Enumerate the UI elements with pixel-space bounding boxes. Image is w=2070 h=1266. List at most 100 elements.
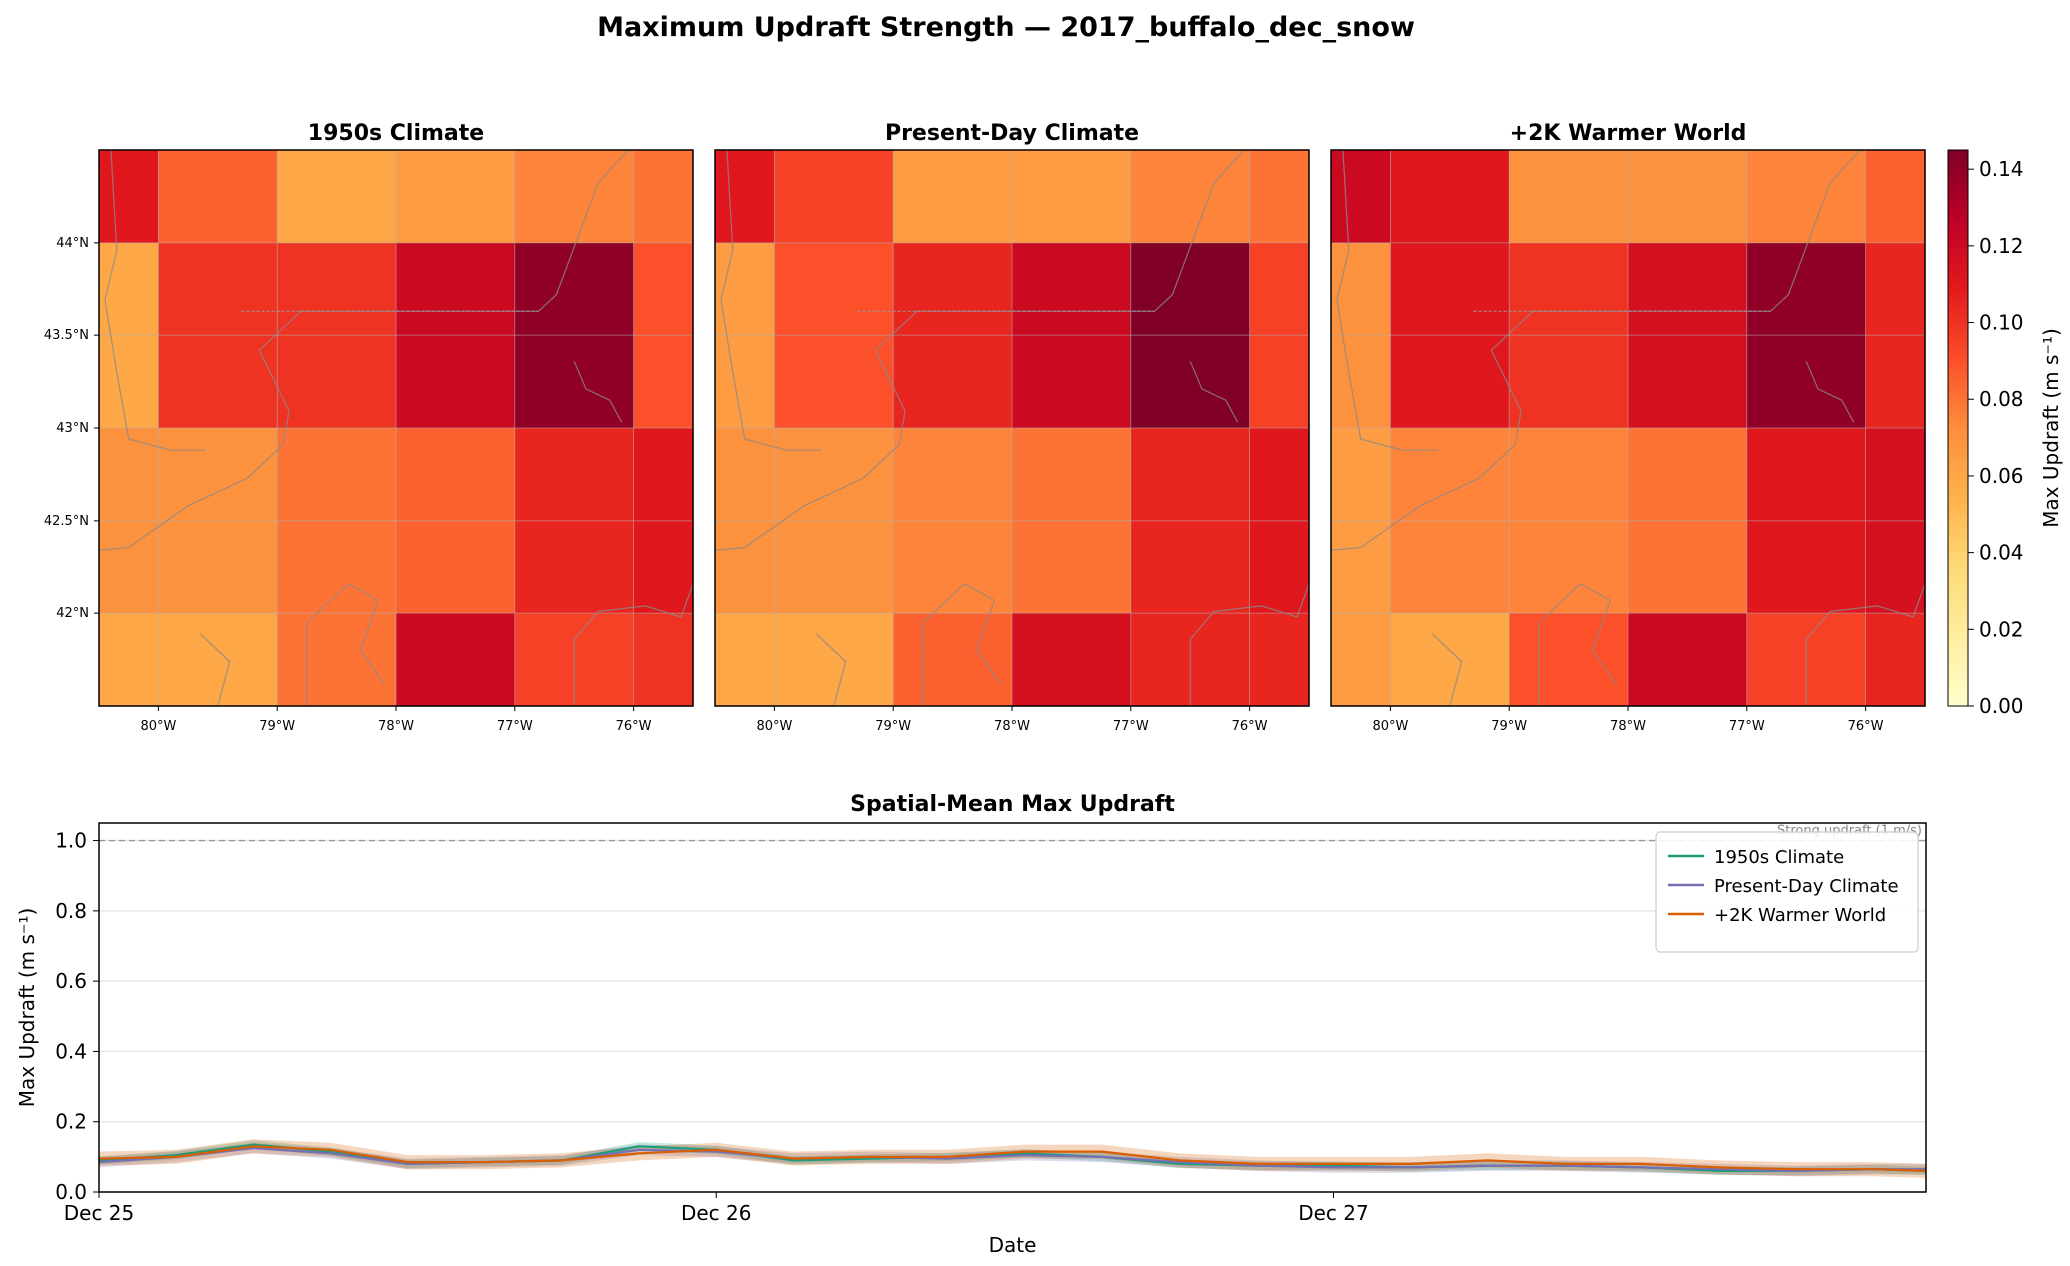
heatmap-cell	[1865, 150, 1926, 244]
heatmap-cell	[893, 150, 1013, 244]
x-tick-label: 80°W	[756, 719, 792, 734]
colorbar: 0.00 0.02 0.04 0.06 0.08 0.10 0.12 0.14 Max Updr…	[1947, 149, 2063, 718]
heatmap-cell	[774, 150, 894, 244]
map-panel-title: 1950s Climate	[308, 121, 484, 146]
y-tick-label: 42°N	[56, 606, 89, 621]
y-tick-label: 1.0	[55, 829, 87, 853]
colorbar-tick-label: 0.08	[1979, 387, 2024, 411]
x-tick-label: 76°W	[1232, 719, 1268, 734]
heatmap-cell	[774, 613, 894, 707]
colorbar-tick-label: 0.14	[1979, 157, 2024, 181]
legend-label: 1950s Climate	[1714, 847, 1844, 868]
river-line	[1431, 633, 1463, 707]
x-tick-label: 79°W	[875, 719, 911, 734]
y-tick-label: 0.8	[55, 899, 87, 923]
heatmap-cell	[1628, 242, 1748, 429]
y-axis-label: Max Updraft (m s⁻¹)	[15, 908, 39, 1108]
heatmap-cell	[1249, 242, 1310, 429]
heatmap-cell	[1249, 613, 1310, 707]
heatmap-cell	[633, 242, 694, 429]
x-tick-label: 78°W	[1610, 719, 1646, 734]
lake-shoreline	[1330, 149, 1861, 551]
x-tick-label: 76°W	[1848, 719, 1884, 734]
river-line	[199, 633, 231, 707]
y-tick-label: 42.5°N	[44, 514, 89, 529]
lake-shoreline	[714, 149, 1245, 551]
heatmap-cell	[396, 613, 516, 707]
y-tick-label: 0.2	[55, 1110, 87, 1134]
heatmap-cell	[514, 242, 635, 429]
map-panel: +2K Warmer World 80°W 79°W 78°W 77°W 76°W	[1330, 121, 1926, 734]
heatmap-cell	[715, 242, 775, 429]
river-line	[1805, 583, 1926, 706]
heatmap-cell	[514, 150, 635, 244]
heatmap-cell	[1130, 242, 1251, 429]
heatmap-cell	[1331, 242, 1391, 429]
colorbar-tick-label: 0.02	[1979, 617, 2024, 641]
lake-shoreline	[98, 149, 629, 551]
x-tick-label: 80°W	[1372, 719, 1408, 734]
legend-label: +2K Warmer World	[1714, 905, 1886, 926]
heatmap-cell	[715, 613, 775, 707]
heatmap-cell	[277, 242, 397, 429]
map-panel: Present-Day Climate 80°W 79°W 78°W 77°W 76°W	[714, 121, 1310, 734]
map-panel-title: +2K Warmer World	[1510, 121, 1747, 146]
colorbar-label: Max Updraft (m s⁻¹)	[2039, 328, 2063, 528]
heatmap-cell	[158, 150, 278, 244]
river-line	[922, 582, 1001, 706]
y-tick-label: 0.0	[55, 1180, 87, 1204]
river-line	[1189, 583, 1310, 706]
x-tick-label: 79°W	[1491, 719, 1527, 734]
heatmap-cell	[893, 242, 1013, 429]
heatmap-cell	[1249, 150, 1310, 244]
colorbar-tick-label: 0.10	[1979, 311, 2024, 335]
heatmap-cell	[277, 150, 397, 244]
heatmap-cell	[1390, 242, 1510, 429]
heatmap-cell	[1331, 613, 1391, 707]
x-tick-label: 77°W	[497, 719, 533, 734]
lake-shoreline	[720, 149, 822, 451]
legend-label: Present-Day Climate	[1714, 876, 1899, 897]
figure-suptitle: Maximum Updraft Strength — 2017_buffalo_…	[597, 12, 1415, 43]
x-tick-label: Dec 27	[1298, 1201, 1369, 1225]
heatmap-cell	[277, 613, 397, 707]
river-line	[573, 583, 694, 706]
heatmap-cell	[158, 613, 278, 707]
heatmap-cell	[1746, 242, 1867, 429]
heatmap-cell	[633, 150, 694, 244]
colorbar-gradient	[1947, 149, 1969, 707]
heatmap-cell	[893, 613, 1013, 707]
series-uncertainty-band	[99, 1142, 1926, 1177]
heatmap-cell	[1012, 613, 1132, 707]
x-tick-label: 76°W	[616, 719, 652, 734]
river-line	[815, 633, 847, 707]
heatmap-cell	[1390, 150, 1510, 244]
heatmap-cell	[774, 242, 894, 429]
lake-shoreline	[573, 361, 623, 423]
x-tick-label: Dec 26	[681, 1201, 752, 1225]
lake-shoreline	[104, 149, 206, 451]
heatmap-cell	[633, 613, 694, 707]
heatmap-cell	[158, 242, 278, 429]
heatmap-cell	[396, 150, 516, 244]
colorbar-tick-label: 0.00	[1979, 694, 2024, 718]
timeseries-title: Spatial-Mean Max Updraft	[850, 792, 1175, 817]
heatmap-cell	[99, 613, 159, 707]
heatmap-cell	[1865, 613, 1926, 707]
lake-shoreline	[1189, 361, 1239, 423]
lake-shoreline	[1805, 361, 1855, 423]
y-tick-label: 0.6	[55, 969, 87, 993]
colorbar-tick-label: 0.12	[1979, 234, 2024, 258]
x-axis-label: Date	[989, 1233, 1037, 1257]
legend-box	[1655, 831, 1919, 953]
y-tick-label: 44°N	[56, 236, 89, 251]
heatmap-cell	[1012, 150, 1132, 244]
lake-shoreline	[1336, 149, 1438, 451]
colorbar-tick-label: 0.04	[1979, 541, 2024, 565]
colorbar-tick-label: 0.06	[1979, 464, 2024, 488]
heatmap-cell	[1509, 150, 1629, 244]
x-tick-label: 77°W	[1729, 719, 1765, 734]
y-tick-label: 43°N	[56, 421, 89, 436]
heatmap-cell	[99, 242, 159, 429]
